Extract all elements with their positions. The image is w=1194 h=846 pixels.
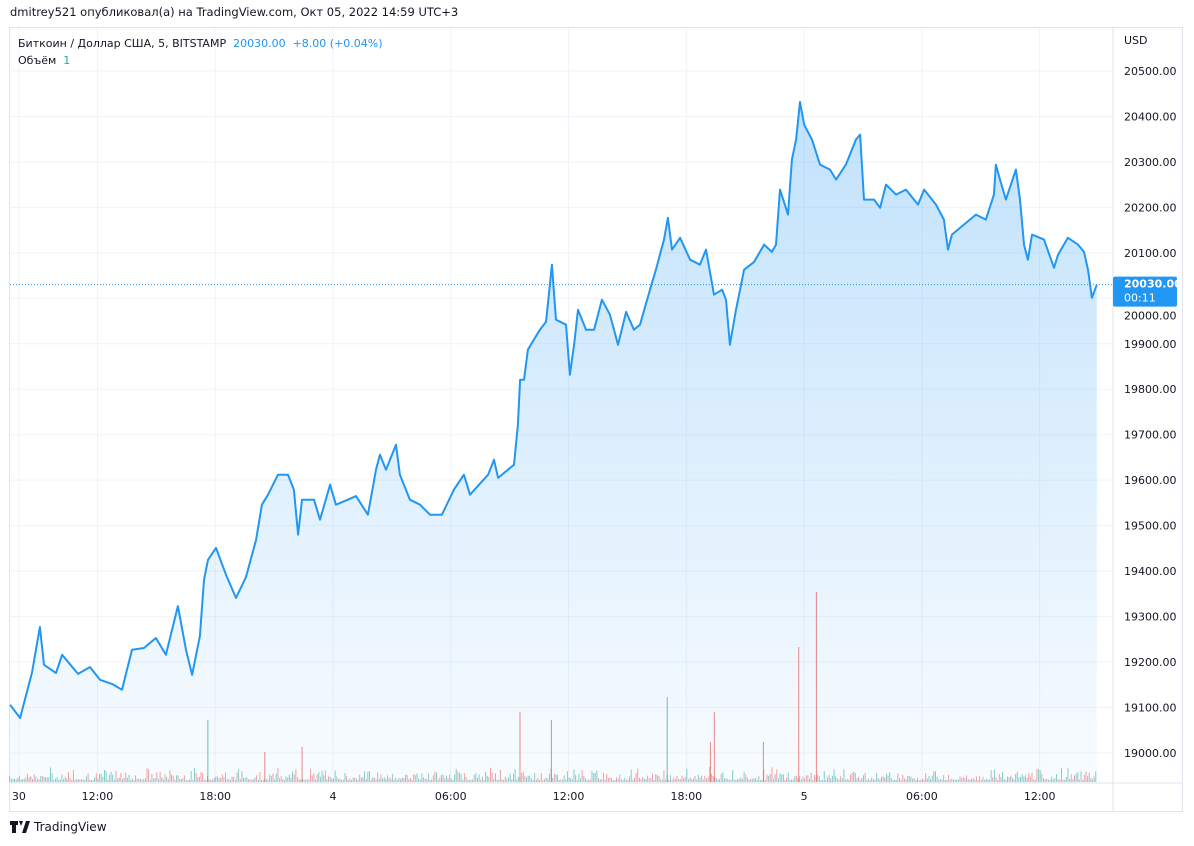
y-tick-label: 19000.00 <box>1124 747 1177 760</box>
legend-price: 20030.00 <box>233 37 286 50</box>
y-tick-label: 19100.00 <box>1124 702 1177 715</box>
y-tick-label: 19800.00 <box>1124 383 1177 396</box>
y-tick-label: 20500.00 <box>1124 65 1177 78</box>
bar-countdown: 00:11 <box>1124 292 1156 305</box>
y-tick-label: 20100.00 <box>1124 247 1177 260</box>
x-tick-label: 18:00 <box>670 790 702 803</box>
x-tick-label: 12:00 <box>82 790 114 803</box>
symbol-title[interactable]: Биткоин / Доллар США, 5, BITSTAMP <box>18 37 227 50</box>
y-tick-label: 20300.00 <box>1124 156 1177 169</box>
y-tick-label: 19200.00 <box>1124 656 1177 669</box>
y-tick-label: 20200.00 <box>1124 201 1177 214</box>
y-tick-label: 19600.00 <box>1124 474 1177 487</box>
y-tick-label: 20000.00 <box>1124 310 1177 323</box>
chart-legend: Биткоин / Доллар США, 5, BITSTAMP 20030.… <box>18 35 383 69</box>
volume-value: 1 <box>63 54 71 67</box>
last-price-label: 20030.00 <box>1124 278 1182 291</box>
x-tick-label: 06:00 <box>906 790 938 803</box>
tradingview-logo[interactable]: TradingView <box>10 820 107 834</box>
currency-label: USD <box>1124 34 1148 47</box>
x-tick-label: 30 <box>12 790 26 803</box>
x-tick-label: 06:00 <box>435 790 467 803</box>
y-tick-label: 20400.00 <box>1124 110 1177 123</box>
y-tick-label: 19500.00 <box>1124 520 1177 533</box>
volume-bar <box>9 776 11 782</box>
y-tick-label: 19700.00 <box>1124 429 1177 442</box>
y-tick-label: 19900.00 <box>1124 338 1177 351</box>
last-price-badge <box>1113 276 1177 307</box>
publisher-line: dmitrey521 опубликовал(а) на TradingView… <box>10 5 459 19</box>
x-tick-label: 18:00 <box>199 790 231 803</box>
tradingview-logo-icon <box>10 821 30 833</box>
x-tick-label: 5 <box>801 790 808 803</box>
x-tick-label: 12:00 <box>1024 790 1056 803</box>
logo-text: TradingView <box>34 820 107 834</box>
volume-label: Объём <box>18 54 57 67</box>
price-area <box>10 101 1097 783</box>
legend-change: +8.00 (+0.04%) <box>292 37 383 50</box>
y-tick-label: 19300.00 <box>1124 611 1177 624</box>
x-tick-label: 4 <box>330 790 337 803</box>
y-tick-label: 19400.00 <box>1124 565 1177 578</box>
x-tick-label: 12:00 <box>553 790 585 803</box>
chart-frame[interactable] <box>9 27 1183 812</box>
price-line <box>9 100 1098 719</box>
